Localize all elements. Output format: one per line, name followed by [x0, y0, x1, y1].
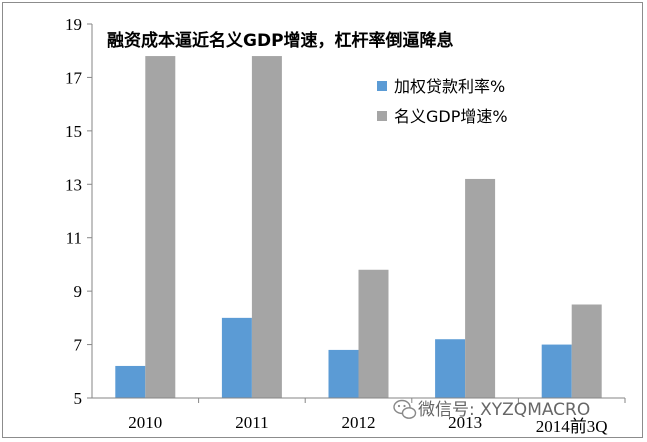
bars-group: [115, 56, 602, 399]
x-tick-label: 2014前3Q: [536, 417, 608, 436]
bar-loan-rate-0: [115, 365, 146, 398]
legend-swatch-loan-rate: [377, 81, 387, 91]
bar-gdp-growth-3: [465, 178, 496, 398]
legend: 加权贷款利率% 名义GDP增速%: [377, 77, 508, 126]
x-tick-label: 2010: [128, 413, 162, 432]
bar-gdp-growth-0: [145, 56, 176, 399]
y-tick-label: 17: [65, 68, 83, 87]
legend-label-gdp-growth: 名义GDP增速%: [394, 107, 508, 126]
legend-label-loan-rate: 加权贷款利率%: [394, 77, 505, 96]
y-tick-label: 13: [65, 175, 82, 194]
y-tick-labels: 5 7 9 11 13 15 17 19: [65, 15, 83, 408]
bar-loan-rate-3: [435, 339, 466, 398]
y-tick-label: 15: [65, 122, 82, 141]
bar-gdp-growth-2: [358, 269, 389, 398]
x-tick-label: 2012: [342, 413, 376, 432]
x-tick-label: 2011: [235, 413, 268, 432]
legend-swatch-gdp-growth: [377, 111, 387, 121]
wechat-icon: [393, 399, 417, 419]
bar-loan-rate-2: [328, 349, 359, 398]
y-tick-label: 7: [74, 336, 83, 355]
watermark: 微信号: XYZQMACRO: [393, 399, 590, 420]
x-tick-label: 2013: [448, 413, 482, 432]
x-tick-labels: 2010 2011 2012 2013 2014前3Q: [128, 413, 607, 436]
bar-loan-rate-4: [541, 344, 572, 398]
y-tick-label: 19: [65, 15, 82, 34]
chart-title: 融资成本逼近名义GDP增速，杠杆率倒逼降息: [107, 30, 454, 51]
bar-gdp-growth-1: [251, 56, 282, 399]
y-tick-label: 5: [74, 389, 83, 408]
bar-gdp-growth-4: [571, 304, 602, 398]
axes-group: [87, 23, 626, 403]
bar-loan-rate-1: [221, 317, 252, 398]
chart-frame: [2, 2, 643, 438]
y-tick-label: 11: [66, 229, 82, 248]
y-tick-label: 9: [74, 282, 83, 301]
watermark-text: 微信号: XYZQMACRO: [418, 400, 590, 420]
